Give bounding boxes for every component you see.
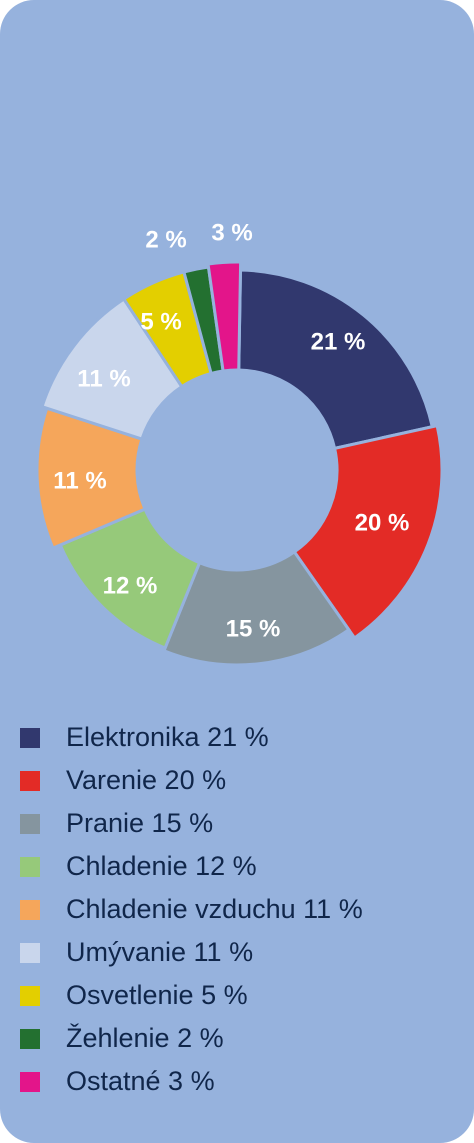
legend-label: Osvetlenie 5 % <box>66 980 248 1010</box>
slice-value-label: 20 % <box>355 509 410 536</box>
legend: Elektronika 21 % Varenie 20 % Pranie 15 … <box>20 716 460 1103</box>
legend-label: Elektronika 21 % <box>66 722 269 752</box>
legend-item-chladenie-vzduchu: Chladenie vzduchu 11 % <box>20 888 460 931</box>
slice-elektronika <box>237 268 435 451</box>
legend-item-elektronika: Elektronika 21 % <box>20 716 460 759</box>
slice-value-label: 5 % <box>140 308 181 335</box>
slice-varenie <box>292 423 444 641</box>
slice-value-label: 3 % <box>211 219 252 246</box>
legend-label: Varenie 20 % <box>66 765 227 795</box>
legend-swatch <box>20 1071 40 1092</box>
legend-label: Žehlenie 2 % <box>66 1023 224 1053</box>
legend-item-umyvanie: Umývanie 11 % <box>20 931 460 974</box>
legend-item-chladenie: Chladenie 12 % <box>20 845 460 888</box>
legend-item-ostatne: Ostatné 3 % <box>20 1060 460 1103</box>
slice-value-label: 21 % <box>311 328 366 355</box>
legend-swatch <box>20 942 40 963</box>
slice-pranie <box>161 549 351 667</box>
legend-item-varenie: Varenie 20 % <box>20 759 460 802</box>
donut-chart: 21 % 20 % 15 % 12 % 11 % 11 % 5 % 2 % 3 % <box>35 219 444 667</box>
legend-item-pranie: Pranie 15 % <box>20 802 460 845</box>
slice-value-label: 2 % <box>145 226 186 253</box>
slice-value-label: 15 % <box>226 615 281 642</box>
legend-label: Chladenie 12 % <box>66 851 257 881</box>
legend-swatch <box>20 727 40 748</box>
legend-label: Umývanie 11 % <box>66 937 254 967</box>
legend-label: Ostatné 3 % <box>66 1066 215 1096</box>
legend-label: Pranie 15 % <box>66 808 214 838</box>
legend-item-osvetlenie: Osvetlenie 5 % <box>20 974 460 1017</box>
slice-value-label: 11 % <box>77 365 130 392</box>
legend-swatch <box>20 856 40 877</box>
legend-swatch <box>20 813 40 834</box>
legend-label: Chladenie vzduchu 11 % <box>66 894 363 924</box>
legend-swatch <box>20 1028 40 1049</box>
slice-value-label: 11 % <box>53 467 106 494</box>
legend-swatch <box>20 985 40 1006</box>
legend-item-zehlenie: Žehlenie 2 % <box>20 1017 460 1060</box>
legend-swatch <box>20 770 40 791</box>
slice-ostatné <box>206 260 243 373</box>
legend-swatch <box>20 899 40 920</box>
slice-value-label: 12 % <box>103 572 158 599</box>
